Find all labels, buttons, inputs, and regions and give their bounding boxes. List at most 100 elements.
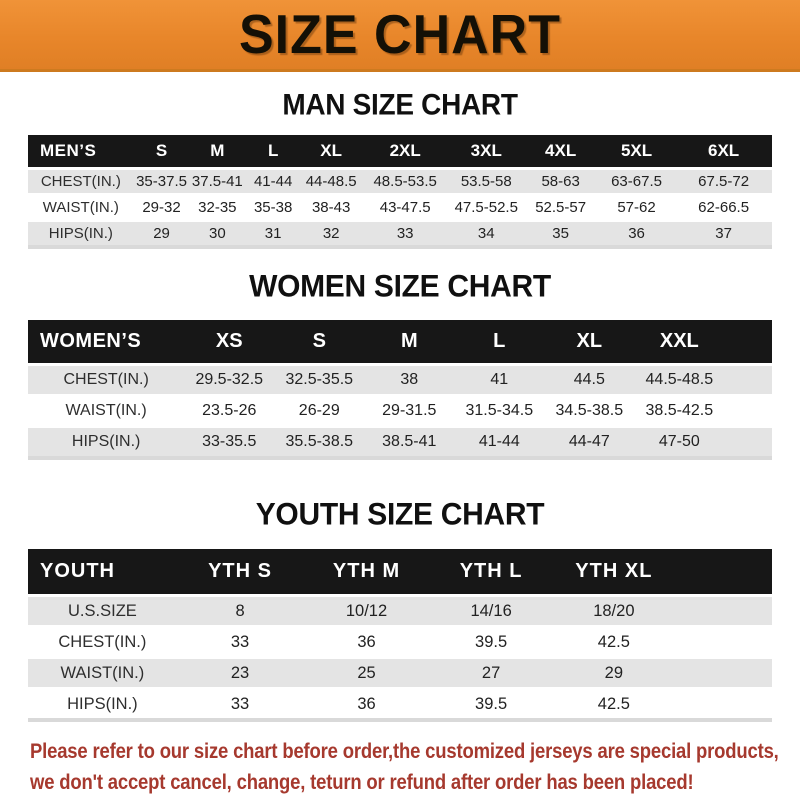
size-value-cell: 29.5-32.5 (184, 363, 275, 396)
size-value-cell: 29 (133, 219, 190, 247)
footer-line-2: we don't accept cancel, change, teturn o… (30, 771, 694, 794)
size-value-cell: 26-29 (274, 394, 365, 427)
row-label: CHEST(IN.) (28, 363, 185, 396)
size-value-cell: 33 (176, 687, 304, 720)
size-value-cell: 52.5-57 (523, 193, 598, 221)
size-value-cell: 41-44 (245, 167, 302, 195)
women-size-table-slot: WOMEN’S XS S M L XL XXL CHEST(IN.) 29.5-32.5 32.5… (0, 320, 800, 460)
size-column-header: S (133, 135, 190, 169)
table-row: HIPS(IN.) 33-35.5 35.5-38.5 38.5-41 41-44 44-… (28, 425, 772, 458)
header-filler-cell (675, 549, 772, 596)
footer-line-1: Please refer to our size chart before or… (30, 740, 779, 763)
row-label: WAIST(IN.) (28, 394, 185, 427)
size-column-header: L (245, 135, 302, 169)
table-row: U.S.SIZE 8 10/12 14/16 18/20 (28, 594, 772, 627)
size-value-cell: 53.5-58 (449, 167, 524, 195)
size-column-header: 4XL (523, 135, 598, 169)
table-header-label: WOMEN’S (28, 320, 185, 365)
youth-size-table: YOUTH YTH S YTH M YTH L YTH XL U.S.SIZE 8 10/12… (28, 549, 772, 722)
men-size-table: MEN’S S M L XL 2XL 3XL 4XL 5XL 6XL CHEST(IN.) 35-37… (28, 135, 772, 249)
size-value-cell: 8 (176, 594, 304, 627)
banner-title: SIZE CHART (239, 3, 561, 66)
size-value-cell: 34 (449, 219, 524, 247)
row-label: WAIST(IN.) (28, 193, 134, 221)
size-value-cell: 37 (675, 219, 772, 247)
size-value-cell: 23.5-26 (184, 394, 275, 427)
size-value-cell: 33 (176, 625, 304, 658)
size-column-header: 6XL (675, 135, 772, 169)
size-value-cell: 35.5-38.5 (274, 425, 365, 458)
size-column-header: M (189, 135, 246, 169)
size-value-cell: 29-31.5 (364, 394, 455, 427)
size-value-cell: 44-48.5 (301, 167, 362, 195)
size-value-cell: 39.5 (429, 625, 553, 658)
row-filler-cell (675, 625, 772, 658)
size-value-cell: 36 (303, 687, 430, 720)
size-value-cell: 29-32 (133, 193, 190, 221)
size-value-cell: 38.5-42.5 (634, 394, 725, 427)
size-value-cell: 67.5-72 (675, 167, 772, 195)
size-value-cell: 36 (597, 219, 676, 247)
size-column-header: YTH M (303, 549, 430, 596)
size-value-cell: 38-43 (301, 193, 362, 221)
size-column-header: S (274, 320, 365, 365)
men-size-table-slot: MEN’S S M L XL 2XL 3XL 4XL 5XL 6XL CHEST(IN.) 35-37… (0, 135, 800, 249)
size-value-cell: 27 (429, 656, 553, 689)
size-column-header: XS (184, 320, 275, 365)
size-value-cell: 41 (454, 363, 545, 396)
size-value-cell: 58-63 (523, 167, 598, 195)
size-value-cell: 25 (303, 656, 430, 689)
size-value-cell: 32 (301, 219, 362, 247)
row-filler-cell (675, 656, 772, 689)
row-filler-cell (724, 425, 772, 458)
size-value-cell: 48.5-53.5 (361, 167, 450, 195)
row-label: U.S.SIZE (28, 594, 177, 627)
size-value-cell: 37.5-41 (189, 167, 246, 195)
size-value-cell: 38 (364, 363, 455, 396)
footer-note: Please refer to our size chart before or… (0, 736, 800, 798)
size-value-cell: 35 (523, 219, 598, 247)
women-section-heading: WOMEN SIZE CHART (249, 269, 551, 304)
size-column-header: XL (301, 135, 362, 169)
size-value-cell: 30 (189, 219, 246, 247)
size-column-header: 3XL (449, 135, 524, 169)
size-value-cell: 63-67.5 (597, 167, 676, 195)
size-value-cell: 42.5 (552, 687, 676, 720)
size-value-cell: 36 (303, 625, 430, 658)
row-filler-cell (724, 363, 772, 396)
size-column-header: XL (544, 320, 635, 365)
men-size-section: MAN SIZE CHART MEN’S S M L XL 2XL 3XL 4XL 5XL 6XL… (0, 88, 800, 249)
row-filler-cell (675, 687, 772, 720)
size-column-header: M (364, 320, 455, 365)
row-filler-cell (724, 394, 772, 427)
header-filler-cell (724, 320, 772, 365)
size-value-cell: 31.5-34.5 (454, 394, 545, 427)
table-row: CHEST(IN.) 35-37.5 37.5-41 41-44 44-48.5 48.5… (28, 167, 772, 195)
row-label: HIPS(IN.) (28, 425, 185, 458)
table-row: HIPS(IN.) 33 36 39.5 42.5 (28, 687, 772, 720)
women-size-section: WOMEN SIZE CHART WOMEN’S XS S M L XL XXL CHEST(… (0, 269, 800, 460)
table-row: HIPS(IN.) 29 30 31 32 33 34 35 36 37 (28, 219, 772, 247)
table-row: WAIST(IN.) 29-32 32-35 35-38 38-43 43-47.5 47.… (28, 193, 772, 221)
size-column-header: 5XL (597, 135, 676, 169)
size-value-cell: 33-35.5 (184, 425, 275, 458)
row-label: CHEST(IN.) (28, 625, 177, 658)
size-value-cell: 44.5-48.5 (634, 363, 725, 396)
size-value-cell: 32.5-35.5 (274, 363, 365, 396)
size-column-header: 2XL (361, 135, 450, 169)
size-column-header: YTH S (176, 549, 304, 596)
size-column-header: XXL (634, 320, 725, 365)
table-row: WAIST(IN.) 23 25 27 29 (28, 656, 772, 689)
size-value-cell: 57-62 (597, 193, 676, 221)
size-value-cell: 39.5 (429, 687, 553, 720)
size-value-cell: 23 (176, 656, 304, 689)
size-value-cell: 43-47.5 (361, 193, 450, 221)
table-row: CHEST(IN.) 29.5-32.5 32.5-35.5 38 41 44.5 44.5… (28, 363, 772, 396)
row-filler-cell (675, 594, 772, 627)
table-header-label: YOUTH (28, 549, 177, 596)
size-chart-banner: SIZE CHART (0, 0, 800, 72)
size-value-cell: 44.5 (544, 363, 635, 396)
table-row: CHEST(IN.) 33 36 39.5 42.5 (28, 625, 772, 658)
row-label: WAIST(IN.) (28, 656, 177, 689)
size-value-cell: 29 (552, 656, 676, 689)
